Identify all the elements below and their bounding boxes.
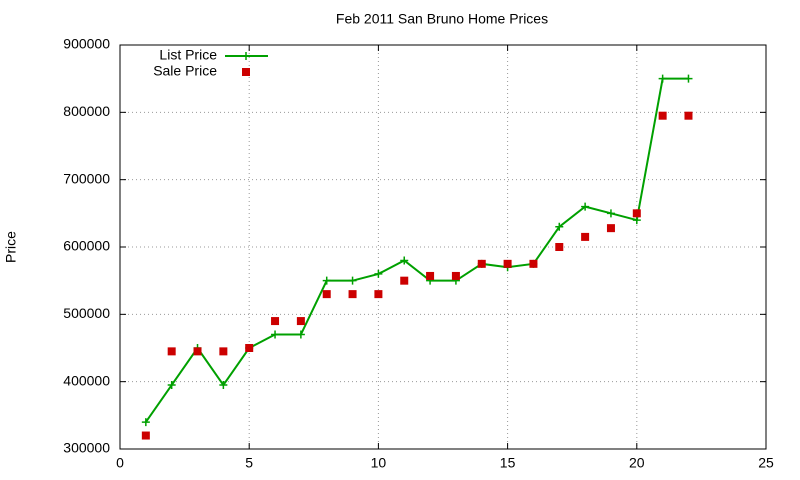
point	[271, 330, 280, 339]
point	[658, 74, 667, 83]
series-line	[145, 77, 689, 423]
point	[503, 259, 512, 268]
legend-label: Sale Price	[153, 63, 217, 79]
y-tick-label: 800000	[63, 103, 110, 119]
y-tick-label: 900000	[63, 36, 110, 52]
point	[555, 243, 564, 251]
y-tick-label: 700000	[63, 170, 110, 186]
point	[193, 347, 202, 356]
y-tick-label: 300000	[63, 440, 110, 456]
plot-frame	[119, 44, 767, 450]
legend-swatch	[242, 52, 250, 60]
point	[322, 276, 331, 285]
point	[400, 256, 409, 265]
point	[684, 111, 693, 120]
point	[632, 209, 641, 218]
point	[141, 418, 150, 427]
point	[606, 224, 615, 233]
point	[322, 290, 331, 299]
point	[581, 202, 590, 211]
point	[219, 381, 228, 390]
point	[245, 344, 254, 352]
y-tick-label: 500000	[63, 305, 110, 321]
point	[348, 276, 357, 285]
x-tick-label: 10	[371, 455, 387, 471]
x-tick-label: 20	[629, 455, 645, 471]
point	[400, 276, 409, 285]
point	[555, 222, 564, 231]
point	[374, 290, 383, 299]
x-tick-label: 5	[245, 455, 253, 471]
point	[658, 111, 667, 120]
x-tick-label: 0	[116, 455, 124, 471]
point	[451, 271, 460, 280]
point	[141, 431, 150, 440]
point	[271, 317, 280, 326]
x-tick-label: 25	[758, 455, 774, 471]
y-tick-label: 400000	[63, 372, 110, 388]
point	[684, 74, 693, 83]
point	[632, 216, 641, 225]
point	[477, 259, 486, 268]
point	[348, 290, 357, 299]
point	[581, 232, 590, 241]
point	[296, 317, 305, 326]
point	[167, 381, 176, 390]
point	[219, 347, 228, 356]
y-tick-label: 600000	[63, 238, 110, 254]
point	[606, 209, 615, 218]
point	[374, 269, 383, 278]
point	[529, 259, 538, 268]
chart-title: Feb 2011 San Bruno Home Prices	[336, 11, 548, 27]
point	[426, 271, 435, 280]
legend-swatch	[242, 68, 250, 76]
x-tick-label: 15	[500, 455, 516, 471]
point	[167, 347, 176, 356]
legend-label: List Price	[159, 47, 217, 63]
y-axis-label: Price	[3, 231, 19, 263]
point	[296, 330, 305, 339]
